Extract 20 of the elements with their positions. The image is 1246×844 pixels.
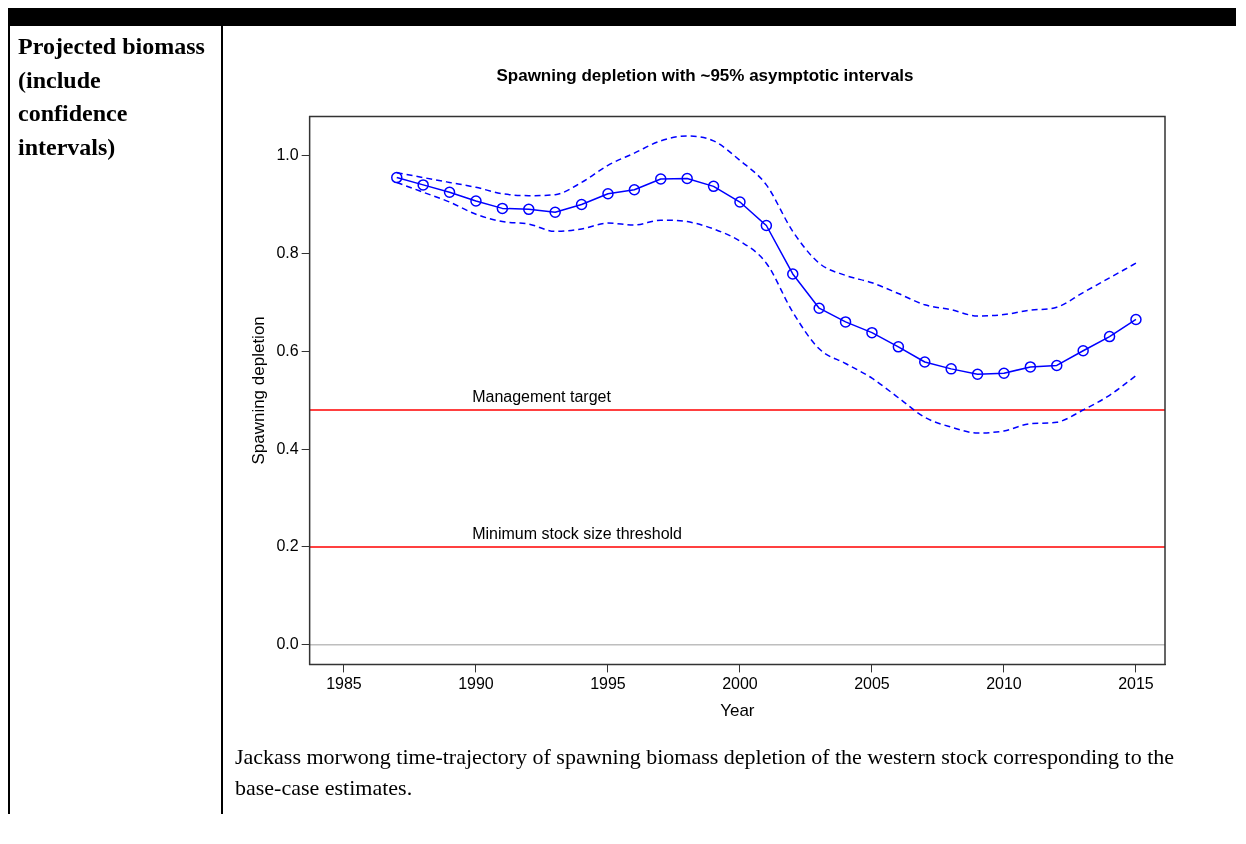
y-tick-label: 0.4 xyxy=(276,439,299,457)
x-tick-label: 2015 xyxy=(1118,675,1154,693)
x-axis-title: Year xyxy=(720,701,755,721)
x-tick-label: 2005 xyxy=(854,675,890,693)
x-tick-label: 1995 xyxy=(590,675,626,693)
y-tick-label: 0.8 xyxy=(276,243,299,261)
y-axis-title: Spawning depletion xyxy=(248,316,268,465)
x-tick-label: 1990 xyxy=(458,675,494,693)
y-tick-label: 0.0 xyxy=(276,635,299,653)
y-tick-label: 0.2 xyxy=(276,537,299,555)
chart-title: Spawning depletion with ~95% asymptotic intervals xyxy=(496,65,914,85)
text: Projected biomass (include confidence intervals) xyxy=(10,26,223,814)
x-tick-label: 1985 xyxy=(326,675,362,693)
y-tick-label: 1.0 xyxy=(276,145,299,163)
ref-line-label: Management target xyxy=(472,388,612,406)
x-tick-label: 2000 xyxy=(722,675,758,693)
x-tick-label: 2010 xyxy=(986,675,1022,693)
text: Jackass morwong time-trajectory of spawning biomass depletion of the western stock corresponding to the base-case estimates. xyxy=(235,743,1176,802)
ref-line-label: Minimum stock size threshold xyxy=(472,525,682,543)
y-tick-label: 0.6 xyxy=(276,341,299,359)
